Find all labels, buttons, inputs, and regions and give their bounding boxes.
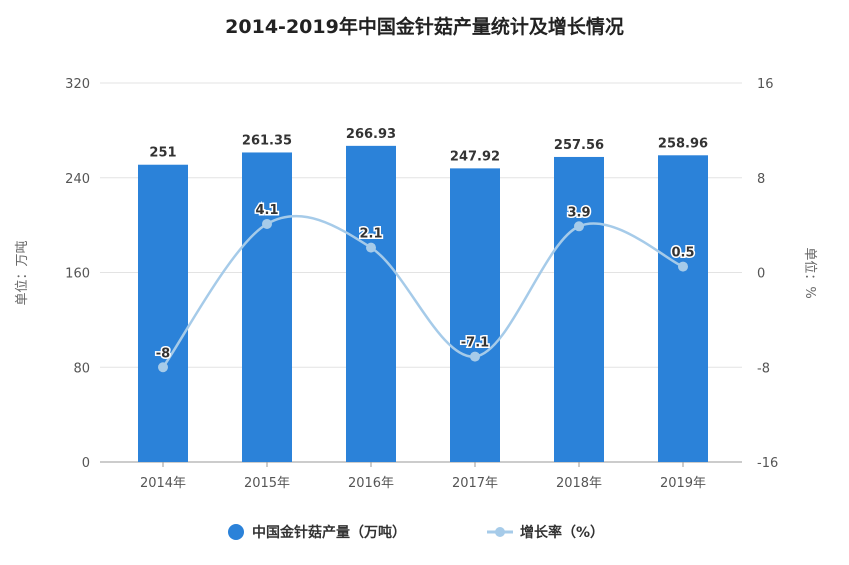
left-tick-label: 80 <box>73 361 90 376</box>
x-tick-label: 2017年 <box>452 476 498 491</box>
bar-value-label: 266.93 <box>346 127 396 142</box>
bar-value-label: 257.56 <box>554 138 604 153</box>
x-tick-label: 2016年 <box>348 476 394 491</box>
growth-rate-label: 4.1 <box>255 203 278 218</box>
left-tick-label: 0 <box>82 456 90 471</box>
growth-rate-point <box>262 218 272 229</box>
growth-rate-point <box>678 261 688 272</box>
left-tick-label: 240 <box>65 172 90 187</box>
growth-rate-point <box>574 221 584 232</box>
left-tick-label: 320 <box>65 77 90 92</box>
right-tick-label: -16 <box>757 456 778 471</box>
x-tick-label: 2019年 <box>660 476 706 491</box>
bar-value-label: 247.92 <box>450 149 500 164</box>
bar <box>346 145 396 462</box>
bar <box>658 155 708 462</box>
bar-value-label: 251 <box>149 146 176 161</box>
legend-line-label: 增长率（%） <box>520 524 604 541</box>
bar-value-label: 258.96 <box>658 136 708 151</box>
x-tick-label: 2014年 <box>140 476 186 491</box>
bar <box>450 168 500 462</box>
right-tick-label: 16 <box>757 77 774 92</box>
bar <box>138 164 188 463</box>
legend-bar-marker <box>228 524 244 540</box>
growth-rate-point <box>366 242 376 253</box>
right-tick-label: 0 <box>757 267 765 282</box>
left-tick-label: 160 <box>65 267 90 282</box>
x-tick-label: 2015年 <box>244 476 290 491</box>
bar <box>554 156 604 462</box>
right-tick-label: -8 <box>757 361 770 376</box>
legend-bar-label: 中国金针菇产量（万吨） <box>252 524 406 541</box>
growth-rate-point <box>158 362 168 373</box>
growth-rate-label: -7.1 <box>461 336 489 351</box>
growth-rate-label: 0.5 <box>671 246 694 261</box>
bar-value-label: 261.35 <box>242 133 292 148</box>
bar <box>242 152 292 462</box>
x-tick-label: 2018年 <box>556 476 602 491</box>
legend-line-dot <box>495 527 505 537</box>
right-axis-title: 单位：% <box>802 247 817 298</box>
left-axis-title: 单位：万吨 <box>15 240 30 305</box>
growth-rate-line <box>161 214 684 368</box>
right-tick-label: 8 <box>757 172 765 187</box>
chart-title: 2014-2019年中国金针菇产量统计及增长情况 <box>225 16 624 38</box>
growth-rate-point <box>470 351 480 362</box>
growth-rate-label: 3.9 <box>567 205 590 220</box>
growth-rate-label: -8 <box>156 346 170 361</box>
growth-rate-label: 2.1 <box>359 227 382 242</box>
